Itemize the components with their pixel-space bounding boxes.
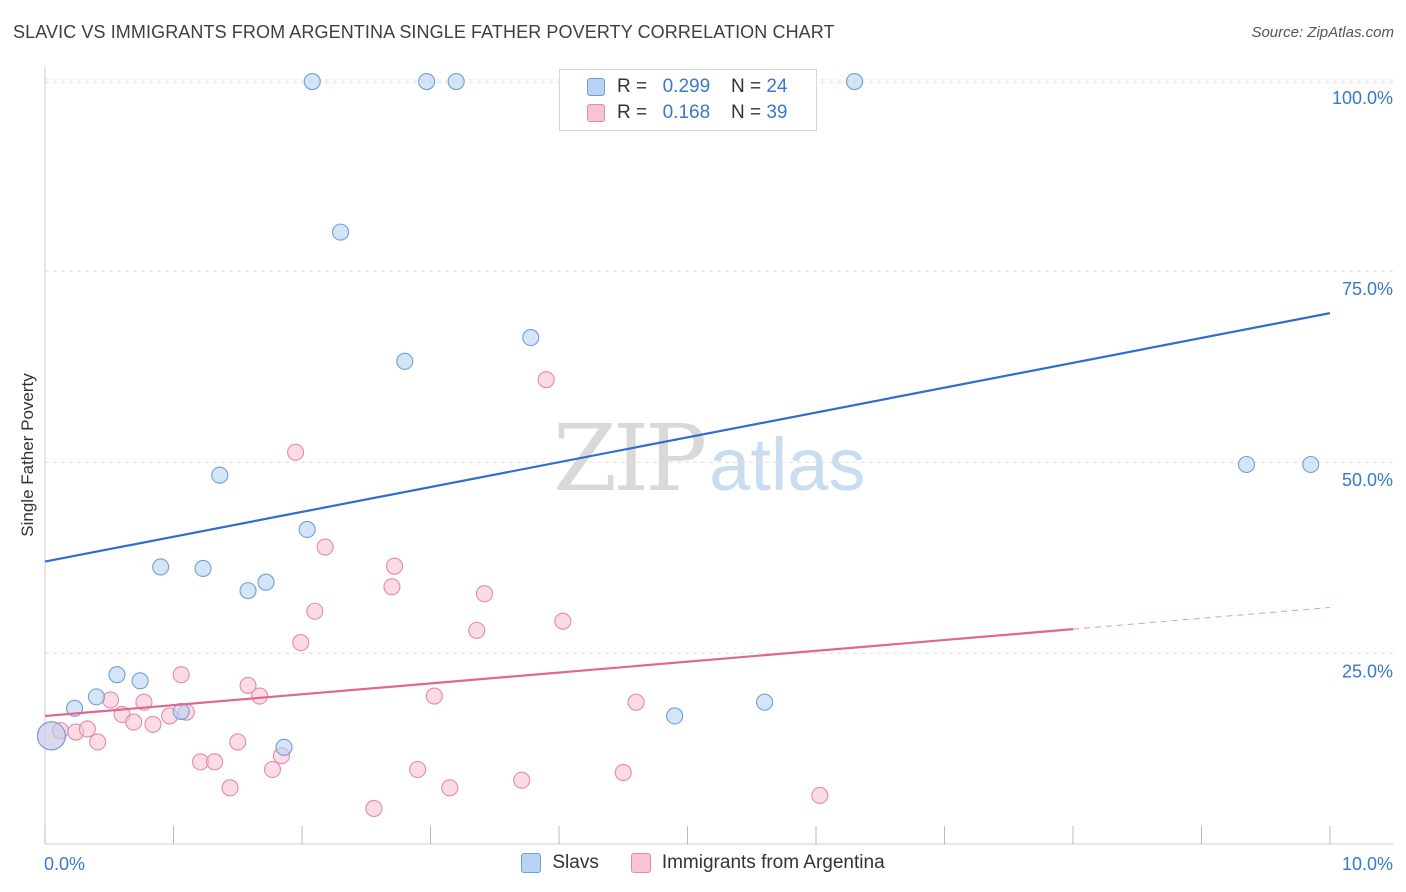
point-slavs: [418, 72, 436, 91]
grid-lines: [45, 79, 1393, 654]
x-tick-label: 10.0%: [1342, 854, 1393, 874]
trend-line-slavs: [44, 312, 1331, 563]
point-argentina: [475, 585, 494, 603]
series-slavs-front: [36, 72, 1320, 756]
chart-title: SLAVIC VS IMMIGRANTS FROM ARGENTINA SING…: [13, 22, 835, 42]
point-argentina: [554, 612, 572, 630]
series-legend: Slavs Immigrants from Argentina: [0, 852, 1406, 874]
point-slavs: [239, 582, 257, 600]
point-slavs: [194, 559, 212, 578]
legend-r-value: 0.299: [662, 76, 711, 97]
point-slavs: [152, 558, 170, 576]
trend-line-extension-argentina: [1072, 606, 1331, 630]
point-argentina: [206, 753, 224, 771]
point-argentina: [614, 763, 632, 782]
point-slavs: [108, 666, 126, 684]
point-argentina: [306, 602, 324, 620]
point-argentina: [627, 693, 645, 711]
point-argentina: [287, 443, 305, 461]
legend-swatch-slavs: [587, 78, 605, 96]
legend-row-argentina: R = 0.168 N = 39: [587, 101, 787, 125]
point-argentina: [221, 779, 239, 797]
point-argentina: [172, 666, 190, 684]
point-argentina: [89, 733, 107, 751]
trend-line-argentina: [44, 628, 1074, 718]
point-slavs: [1302, 455, 1320, 474]
legend-item-slavs[interactable]: Slavs: [521, 852, 599, 874]
point-slavs: [257, 573, 275, 591]
point-argentina: [441, 779, 459, 797]
point-argentina: [316, 538, 334, 556]
legend-row-slavs: R = 0.299 N = 24: [587, 75, 787, 99]
point-slavs: [756, 693, 774, 711]
watermark-atlas: atlas: [709, 423, 866, 506]
point-argentina: [292, 634, 310, 652]
x-tick-label: 0.0%: [44, 854, 85, 874]
point-argentina: [468, 621, 486, 639]
point-argentina: [537, 371, 555, 389]
point-argentina: [513, 771, 531, 789]
legend-r-label: R =: [617, 102, 648, 123]
point-argentina: [385, 557, 404, 575]
legend-n-label: N =: [730, 76, 762, 97]
point-argentina: [229, 733, 247, 751]
point-argentina: [811, 786, 829, 805]
tick-labels: 25.0% 50.0% 75.0% 100.0% 0.0% 10.0%: [44, 88, 1393, 874]
legend-r-value: 0.168: [662, 102, 711, 123]
y-tick-label: 25.0%: [1342, 661, 1393, 681]
point-argentina: [101, 691, 120, 709]
point-slavs: [666, 707, 684, 725]
y-tick-label: 100.0%: [1332, 88, 1393, 108]
point-slavs: [303, 72, 321, 91]
point-argentina: [78, 720, 96, 738]
legend-swatch-slavs: [521, 853, 542, 873]
point-slavs: [36, 721, 66, 751]
point-slavs: [87, 688, 105, 706]
y-tick-label: 50.0%: [1342, 470, 1393, 490]
axes: [44, 67, 1393, 845]
legend-label-argentina: Immigrants from Argentina: [661, 852, 885, 873]
correlation-legend: R = 0.299 N = 24 R = 0.168 N = 39: [559, 69, 817, 131]
source-label: Source: ZipAtlas.com: [1251, 24, 1394, 41]
point-slavs: [845, 72, 864, 91]
point-argentina: [239, 676, 257, 694]
point-argentina: [251, 687, 269, 705]
point-slavs: [396, 352, 414, 370]
trend-lines: [44, 312, 1331, 718]
point-slavs: [331, 223, 350, 241]
point-argentina: [263, 760, 281, 779]
point-slavs: [211, 466, 229, 484]
legend-r-label: R =: [617, 76, 648, 97]
point-argentina: [409, 760, 427, 779]
point-argentina: [144, 715, 162, 733]
legend-n-value: 39: [766, 102, 788, 123]
point-slavs: [447, 72, 465, 91]
legend-n-label: N =: [730, 102, 762, 123]
point-slavs: [131, 672, 149, 690]
point-slavs: [298, 520, 316, 539]
point-slavs: [522, 329, 540, 347]
point-argentina: [125, 713, 143, 731]
series-slavs-points: [36, 371, 829, 818]
point-argentina: [425, 687, 443, 705]
legend-label-slavs: Slavs: [552, 852, 599, 873]
point-argentina: [383, 578, 401, 596]
legend-n-value: 24: [766, 76, 788, 97]
point-slavs: [275, 738, 293, 756]
y-tick-label: 75.0%: [1342, 279, 1393, 299]
legend-swatch-argentina: [587, 104, 605, 122]
legend-item-argentina[interactable]: Immigrants from Argentina: [630, 852, 885, 874]
point-argentina: [365, 799, 383, 818]
legend-swatch-argentina: [630, 853, 651, 873]
point-slavs: [1237, 455, 1256, 474]
